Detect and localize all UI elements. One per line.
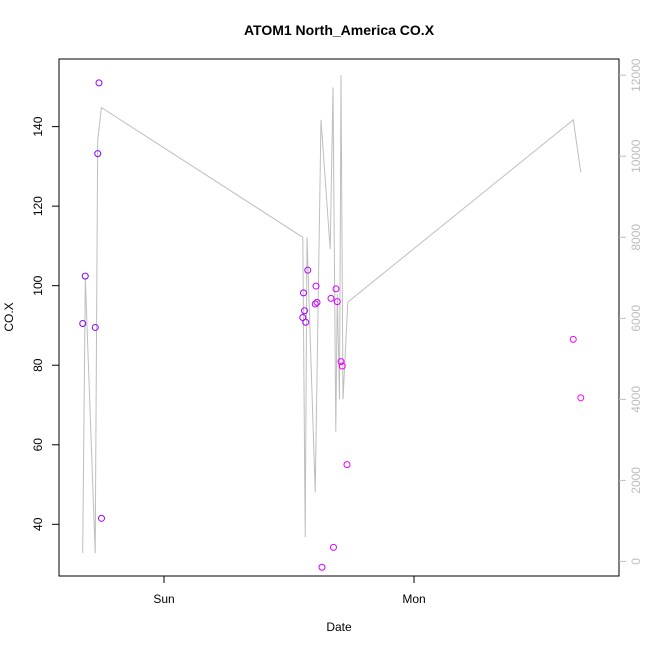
data-point bbox=[98, 514, 105, 522]
y-tick-label-80: 80 bbox=[31, 358, 45, 372]
data-point bbox=[569, 335, 577, 343]
x-axis: SunMonTue bbox=[153, 576, 426, 606]
y-right-tick-label-12000: 12000 bbox=[629, 58, 643, 92]
y-axis-right: 0 2000 4000 6000 8000 10000 12000 bbox=[619, 58, 643, 565]
data-point bbox=[332, 285, 340, 293]
y-right-tick-label-10000: 10000 bbox=[629, 139, 643, 173]
y-right-tick-label-8000: 8000 bbox=[629, 224, 643, 251]
data-point bbox=[94, 150, 102, 158]
data-point bbox=[79, 319, 87, 327]
data-point bbox=[337, 358, 345, 366]
data-point bbox=[313, 298, 321, 306]
chart-title: ATOM1 North_America CO.X bbox=[244, 22, 435, 38]
y-right-tick-label-4000: 4000 bbox=[629, 386, 643, 413]
y-right-tick-label-6000: 6000 bbox=[629, 305, 643, 332]
data-point bbox=[302, 318, 310, 326]
data-point bbox=[300, 289, 307, 297]
series-line bbox=[82, 75, 582, 554]
data-point bbox=[327, 294, 335, 302]
data-point bbox=[311, 300, 319, 308]
points-series bbox=[79, 79, 585, 571]
data-point bbox=[333, 298, 341, 306]
x-tick-label-mon: Mon bbox=[402, 592, 425, 606]
line-series bbox=[82, 75, 582, 554]
data-point bbox=[91, 323, 99, 331]
data-point bbox=[318, 563, 326, 571]
y-right-tick-label-2000: 2000 bbox=[629, 467, 643, 494]
y-tick-label-140: 140 bbox=[31, 116, 45, 136]
y-axis-label: CO.X bbox=[2, 302, 16, 331]
y-tick-label-120: 120 bbox=[31, 196, 45, 216]
data-point bbox=[330, 543, 337, 551]
x-tick-label-sun: Sun bbox=[153, 592, 174, 606]
data-point bbox=[343, 461, 351, 469]
data-point bbox=[301, 307, 308, 315]
data-point bbox=[338, 362, 346, 370]
y-tick-label-100: 100 bbox=[31, 275, 45, 295]
plot-area bbox=[58, 58, 620, 577]
data-point bbox=[312, 282, 320, 290]
data-point bbox=[95, 79, 103, 87]
data-point bbox=[81, 272, 89, 280]
data-point bbox=[577, 394, 585, 402]
y-tick-label-60: 60 bbox=[31, 438, 45, 452]
y-axis: 40 60 80 100 120 140 bbox=[31, 116, 59, 531]
data-point bbox=[304, 266, 312, 274]
x-axis-label: Date bbox=[326, 620, 352, 634]
y-right-tick-label-0: 0 bbox=[629, 558, 643, 565]
y-tick-label-40: 40 bbox=[31, 517, 45, 531]
